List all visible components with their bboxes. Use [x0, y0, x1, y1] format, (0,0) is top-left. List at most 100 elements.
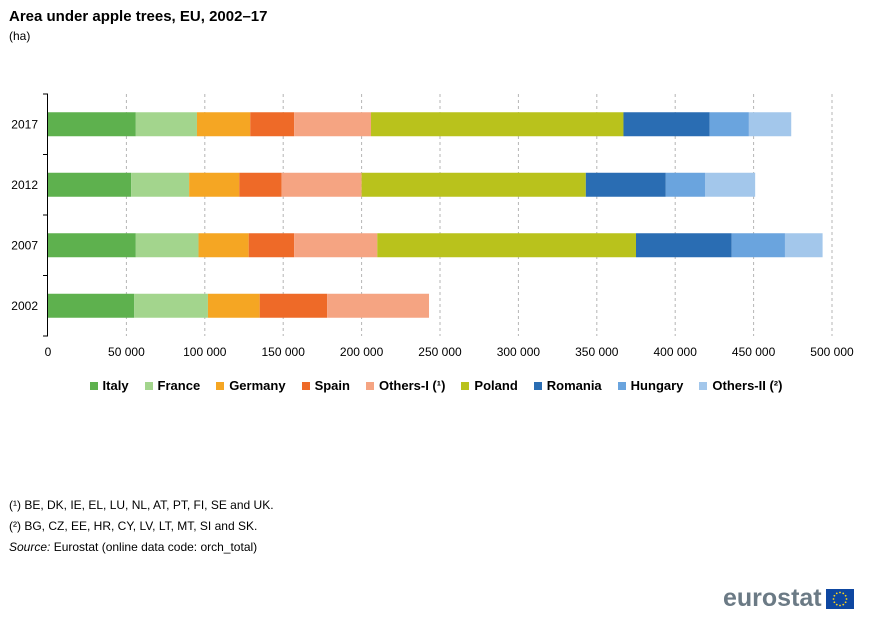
- flag-star: [833, 600, 835, 603]
- footnote-2: (²) BG, CZ, EE, HR, CY, LV, LT, MT, SI a…: [9, 519, 258, 533]
- chart-title: Area under apple trees, EU, 2002–17: [9, 8, 268, 25]
- legend-item: Romania: [533, 378, 602, 393]
- x-tick-label: 250 000: [418, 345, 462, 359]
- x-tick-label: 450 000: [732, 345, 776, 359]
- legend-item: Others-I (¹): [365, 378, 446, 393]
- flag-star: [838, 591, 841, 593]
- flag-star: [832, 597, 835, 600]
- legend-label: Spain: [314, 378, 350, 393]
- footnotes: (¹) BE, DK, IE, EL, LU, NL, AT, PT, FI, …: [9, 495, 274, 558]
- bar-segment: [636, 233, 732, 258]
- x-tick-label: 500 000: [810, 345, 854, 359]
- bar-segment: [48, 112, 136, 137]
- legend-item: Others-II (²): [699, 378, 782, 393]
- legend-swatch: [461, 381, 470, 390]
- bar-chart: 0 50 000 100 000 150 000 200 000 250 000 300 0…: [11, 93, 854, 359]
- bar-segment: [294, 112, 372, 137]
- bar-segment: [623, 112, 710, 137]
- legend: Italy France Germany Spain Others-I (¹) Polan…: [0, 378, 872, 393]
- x-tick-label: 200 000: [340, 345, 384, 359]
- logo-text: eurostat: [723, 584, 822, 612]
- bar-segment: [281, 172, 362, 197]
- bar-segment: [248, 233, 295, 258]
- legend-label: Italy: [102, 378, 129, 393]
- bar-segment: [784, 233, 823, 258]
- x-tick-label: 100 000: [183, 345, 227, 359]
- bar-segment: [196, 112, 251, 137]
- bar-segment: [48, 293, 135, 318]
- flag-star: [835, 603, 838, 606]
- bar-segment: [731, 233, 785, 258]
- flag-star: [838, 604, 841, 606]
- grid-lines: [125, 94, 833, 336]
- bars: [48, 112, 823, 318]
- x-tick-label: 0: [45, 345, 52, 359]
- legend-swatch: [699, 381, 708, 390]
- flag-star: [845, 597, 848, 600]
- legend-swatch: [365, 381, 374, 390]
- flag-star: [841, 603, 844, 606]
- axes: 0 50 000 100 000 150 000 200 000 250 000 300 0…: [11, 93, 854, 359]
- bar-segment: [377, 233, 636, 258]
- flag-star: [833, 594, 835, 597]
- bar-segment: [585, 172, 666, 197]
- bar-segment: [294, 233, 378, 258]
- x-tick-label: 350 000: [575, 345, 619, 359]
- category-label: 2017: [11, 117, 38, 131]
- bar-segment: [250, 112, 295, 137]
- flag-star: [844, 600, 847, 603]
- bar-segment: [709, 112, 749, 137]
- bar-segment: [134, 293, 208, 318]
- bar-segment: [748, 112, 792, 137]
- legend-swatch: [144, 381, 153, 390]
- footnote-1: (¹) BE, DK, IE, EL, LU, NL, AT, PT, FI, …: [9, 498, 274, 512]
- legend-item: Italy: [89, 378, 129, 393]
- bar-segment: [704, 172, 756, 197]
- legend-item: Hungary: [617, 378, 683, 393]
- category-label: 2002: [11, 299, 38, 313]
- legend-swatch: [301, 381, 310, 390]
- legend-swatch: [216, 381, 225, 390]
- flag-star: [841, 591, 844, 594]
- legend-label: Poland: [474, 378, 518, 393]
- source-line: Source: Eurostat (online data code: orch…: [9, 537, 274, 558]
- bar-segment: [361, 172, 586, 197]
- x-tick-label: 300 000: [497, 345, 541, 359]
- bar-segment: [135, 112, 197, 137]
- bar-segment: [207, 293, 260, 318]
- category-label: 2012: [11, 178, 38, 192]
- source-label: Source:: [9, 540, 51, 554]
- x-tick-label: 150 000: [262, 345, 306, 359]
- eu-flag-icon: [825, 588, 854, 609]
- bar-segment: [189, 172, 240, 197]
- eurostat-logo: eurostat: [723, 584, 854, 613]
- bar-segment: [131, 172, 190, 197]
- legend-item: France: [144, 378, 201, 393]
- legend-label: France: [157, 378, 201, 393]
- bar-segment: [198, 233, 249, 258]
- legend-swatch: [617, 381, 626, 390]
- bar-segment: [239, 172, 282, 197]
- bar-segment: [327, 293, 430, 318]
- legend-item: Poland: [461, 378, 518, 393]
- legend-item: Germany: [216, 378, 286, 393]
- legend-swatch: [89, 381, 98, 390]
- bar-segment: [259, 293, 328, 318]
- x-tick-label: 50 000: [108, 345, 145, 359]
- legend-label: Romania: [546, 378, 602, 393]
- source-text: Eurostat (online data code: orch_total): [50, 540, 258, 554]
- bar-segment: [48, 172, 132, 197]
- flag-star: [844, 594, 847, 597]
- chart-subtitle: (ha): [9, 29, 31, 43]
- legend-label: Others-I (¹): [378, 378, 446, 393]
- legend-label: Others-II (²): [712, 378, 783, 393]
- legend-label: Germany: [229, 378, 286, 393]
- bar-segment: [135, 233, 199, 258]
- bar-segment: [48, 233, 136, 258]
- category-label: 2007: [11, 238, 38, 252]
- bar-segment: [371, 112, 624, 137]
- bar-segment: [665, 172, 705, 197]
- legend-swatch: [533, 381, 542, 390]
- flag-star: [835, 591, 838, 594]
- legend-item: Spain: [301, 378, 350, 393]
